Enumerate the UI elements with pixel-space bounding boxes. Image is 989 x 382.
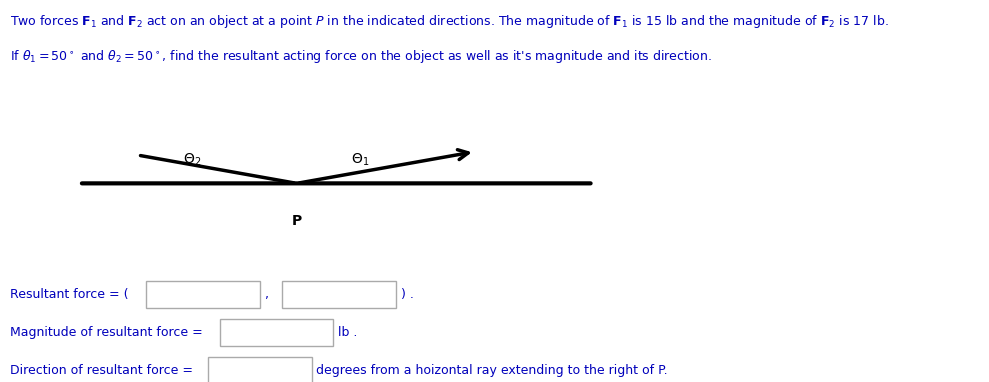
FancyBboxPatch shape (282, 281, 396, 308)
Text: Magnitude of resultant force =: Magnitude of resultant force = (10, 326, 203, 339)
Text: Two forces $\mathbf{F}_1$ and $\mathbf{F}_2$ act on an object at a point $P$ in : Two forces $\mathbf{F}_1$ and $\mathbf{F… (10, 13, 888, 31)
Text: P: P (292, 214, 302, 228)
Text: $\Theta_1$: $\Theta_1$ (351, 152, 370, 168)
Text: If $\theta_1 = 50^\circ$ and $\theta_2 = 50^\circ$, find the resultant acting fo: If $\theta_1 = 50^\circ$ and $\theta_2 =… (10, 48, 712, 65)
Text: degrees from a hoizontal ray extending to the right of P.: degrees from a hoizontal ray extending t… (316, 364, 669, 377)
Text: Direction of resultant force =: Direction of resultant force = (10, 364, 193, 377)
FancyBboxPatch shape (220, 319, 333, 346)
FancyBboxPatch shape (146, 281, 260, 308)
FancyBboxPatch shape (208, 357, 312, 382)
Text: ,: , (265, 288, 269, 301)
Text: $\Theta_2$: $\Theta_2$ (183, 152, 201, 168)
Text: ) .: ) . (401, 288, 413, 301)
Text: Resultant force = (: Resultant force = ( (10, 288, 129, 301)
Text: lb .: lb . (338, 326, 358, 339)
